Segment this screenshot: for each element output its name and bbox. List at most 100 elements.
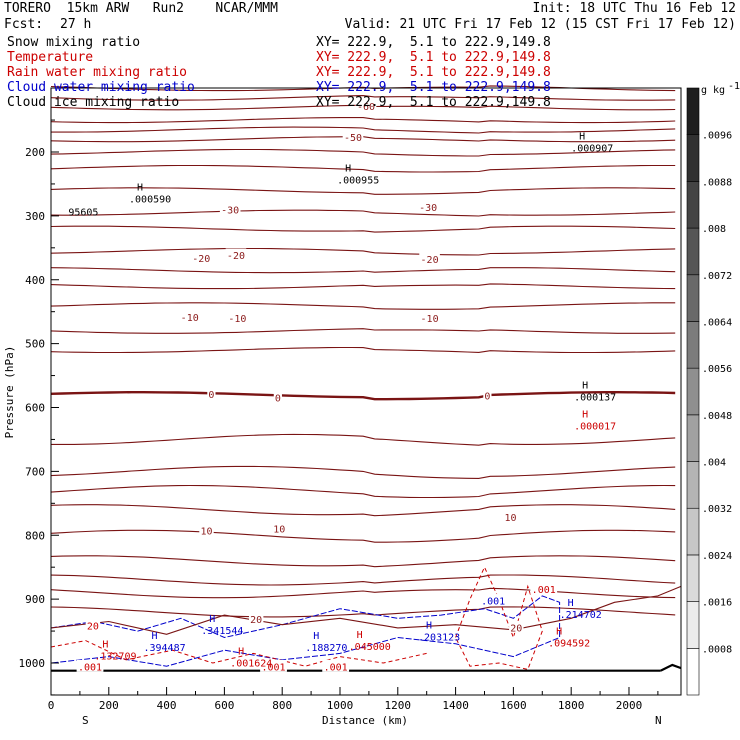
- x-tick-label: 400: [157, 699, 177, 712]
- x-tick-label: 0: [48, 699, 55, 712]
- contour-label: 20: [87, 621, 99, 632]
- contour-label: 10: [273, 524, 285, 535]
- colorbar-segment: [686, 507, 700, 556]
- contour-label-bg: [219, 203, 241, 216]
- isotherm-line: [50, 209, 676, 217]
- contour-label: .001: [481, 597, 505, 608]
- isotherm-line: [50, 283, 676, 290]
- extremum-value: .094592: [548, 639, 590, 650]
- x-tick-label: 1200: [385, 699, 412, 712]
- extremum-value: .341544: [201, 626, 243, 637]
- contour-labels: -60 -50 -30 -30 -20 -20 -20 -10 -10 -10 0 0 0 10 10 10 2…: [76, 99, 558, 673]
- isotherm-line: [50, 247, 676, 256]
- x-tick-label: 1400: [442, 699, 469, 712]
- contour-label-bg: [227, 311, 248, 324]
- isotherm-line: [50, 587, 676, 599]
- forecast-label: Fcst:: [4, 17, 44, 32]
- contour-label-bg: [272, 521, 287, 534]
- contour-label-bg: [417, 200, 439, 213]
- terrain-line: [51, 663, 682, 672]
- extremum-value: .000955: [337, 176, 379, 187]
- isotherm-line: [50, 328, 676, 334]
- contour-label: .001: [78, 662, 102, 673]
- y-tick-label: 600: [25, 402, 45, 415]
- extremum-value: .000017: [574, 421, 616, 432]
- isotherm-line: [50, 555, 676, 568]
- colorbar-label: .008: [702, 224, 726, 235]
- contour-label-bg: [85, 618, 101, 631]
- legend-name-cloud-ice: Cloud ice mixing ratio: [7, 95, 180, 110]
- contour-label-bg: [322, 659, 350, 672]
- colorbar-units: g kg: [701, 85, 725, 96]
- x-tick-label: 2000: [616, 699, 643, 712]
- isotherm-line: [50, 302, 676, 310]
- contour-label: .001: [324, 662, 348, 673]
- colorbar-segment: [686, 321, 700, 369]
- south-label: S: [82, 714, 89, 727]
- colorbar-segment: [686, 134, 700, 182]
- distance-axis: 0 200 400 600 800 1000 1200 1400 1600 1800 2000: [48, 687, 659, 712]
- extremum-mark: H: [556, 627, 562, 638]
- extremum-mark: H: [345, 164, 351, 175]
- colorbar-segment: [686, 461, 700, 509]
- contour-label-bg: [479, 594, 507, 607]
- extremum-value: 95605: [68, 207, 98, 218]
- extremum-value: .000137: [574, 393, 616, 404]
- x-axis-title: Distance (km): [322, 714, 408, 727]
- legend-name-snow: Snow mixing ratio: [7, 35, 141, 50]
- model-title: TORERO 15km ARW Run2 NCAR/MMM: [4, 1, 278, 16]
- extremum-mark: H: [313, 631, 319, 642]
- isotherm-line: [50, 391, 676, 401]
- contour-label: .001: [261, 662, 285, 673]
- colorbar-segment: [686, 554, 700, 602]
- colorbar-segment: [686, 181, 700, 229]
- extremum-value: .132709: [94, 651, 136, 662]
- contour-label-bg: [530, 582, 558, 595]
- isotherm-line: [51, 126, 676, 134]
- extremum-value: .203123: [418, 632, 460, 643]
- colorbar-label: .0056: [702, 364, 732, 375]
- legend-xy-snow: XY= 222.9, 5.1 to 222.9,149.8: [316, 35, 551, 50]
- contour-label-bg: [419, 311, 440, 324]
- colorbar-segment: [686, 274, 700, 322]
- colorbar-label: .0072: [702, 271, 732, 282]
- extremum-value: .188270: [305, 643, 347, 654]
- colorbar: .0008 .0016 .0024 .0032 .004 .0048 .0056 .0064.…: [686, 81, 740, 696]
- rain-water-contour: [455, 565, 543, 670]
- legend-name-temperature: Temperature: [7, 50, 94, 65]
- isotherm-line: [50, 465, 676, 479]
- contour-label-bg: [248, 612, 264, 625]
- cloud-water-contour: [50, 595, 561, 667]
- contour-label-bg: [225, 248, 247, 261]
- contour-label-bg: [342, 130, 364, 143]
- legend-xy-rain: XY= 222.9, 5.1 to 222.9,149.8: [316, 65, 551, 80]
- colorbar-units-exponent: -1: [728, 81, 740, 92]
- plot-frame: [50, 87, 682, 696]
- isotherm-line: [50, 187, 676, 195]
- y-axis-title: Pressure (hPa): [3, 346, 16, 439]
- contour-label: -10: [181, 313, 199, 324]
- init-time: Init: 18 UTC Thu 16 Feb 12: [532, 1, 737, 16]
- x-tick-label: 600: [214, 699, 234, 712]
- colorbar-label: .0096: [702, 131, 732, 142]
- contour-label: 0: [484, 392, 490, 403]
- colorbar-label: .0048: [702, 411, 732, 422]
- legend-xy-cloud-ice: XY= 222.9, 5.1 to 222.9,149.8: [316, 95, 551, 110]
- contour-label: 20: [510, 623, 522, 634]
- x-tick-label: 1800: [558, 699, 585, 712]
- contour-label: -50: [344, 133, 362, 144]
- contour-label-bg: [199, 523, 214, 536]
- north-label: N: [655, 714, 662, 727]
- y-tick-label: 700: [25, 465, 45, 478]
- contour-label: -20: [192, 254, 210, 265]
- colorbar-label: .004: [702, 458, 726, 469]
- contour-label: -60: [357, 102, 375, 113]
- contour-label-bg: [503, 510, 518, 523]
- isotherm-line: [50, 606, 676, 618]
- colorbar-label: .0032: [702, 504, 732, 515]
- extremum-mark: H: [582, 381, 588, 392]
- extremum-mark: H: [209, 614, 215, 625]
- extremum-value: .045000: [349, 642, 391, 653]
- isotherm-line: [50, 148, 676, 157]
